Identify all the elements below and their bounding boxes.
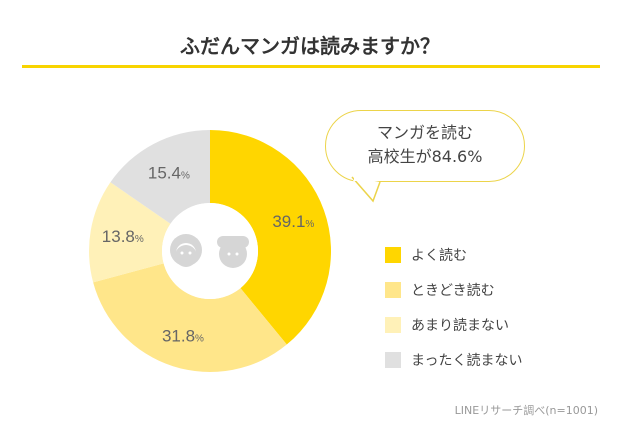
legend-swatch bbox=[385, 281, 401, 298]
callout-line1: マンガを読む bbox=[376, 123, 473, 142]
callout-bubble: マンガを読む 高校生が84.6% bbox=[325, 110, 525, 182]
donut-hole bbox=[162, 203, 258, 299]
donut-slice-1 bbox=[93, 263, 287, 372]
faces-icon bbox=[170, 234, 249, 268]
source-note: LINEリサーチ調べ(n=1001) bbox=[454, 404, 598, 417]
legend-item: まったく読まない bbox=[385, 342, 522, 377]
legend-item: よく読む bbox=[385, 237, 522, 272]
legend-label: よく読む bbox=[411, 247, 467, 264]
donut-slice-0 bbox=[210, 130, 331, 345]
legend-swatch bbox=[385, 351, 401, 368]
legend-label: あまり読まない bbox=[411, 317, 509, 334]
title-underline bbox=[22, 65, 600, 68]
boy-face-icon bbox=[217, 236, 249, 268]
legend-swatch bbox=[385, 316, 401, 333]
callout-line2: 高校生が84.6% bbox=[367, 147, 483, 166]
donut-slice-2 bbox=[89, 182, 171, 283]
legend-swatch bbox=[385, 246, 401, 263]
legend-label: ときどき読む bbox=[411, 282, 495, 299]
data-label: 15.4% bbox=[148, 164, 190, 183]
legend-label: まったく読まない bbox=[411, 352, 523, 369]
data-label: 39.1% bbox=[272, 212, 314, 231]
chart-title: ふだんマンガは読みますか？ bbox=[180, 34, 440, 58]
legend-item: あまり読まない bbox=[385, 307, 522, 342]
legend-item: ときどき読む bbox=[385, 272, 522, 307]
girl-face-icon bbox=[170, 234, 202, 267]
donut-slice-3 bbox=[110, 130, 210, 224]
data-label: 31.8% bbox=[162, 326, 204, 345]
data-label: 13.8% bbox=[102, 227, 144, 246]
legend: よく読む ときどき読む あまり読まない まったく読まない bbox=[385, 237, 522, 377]
